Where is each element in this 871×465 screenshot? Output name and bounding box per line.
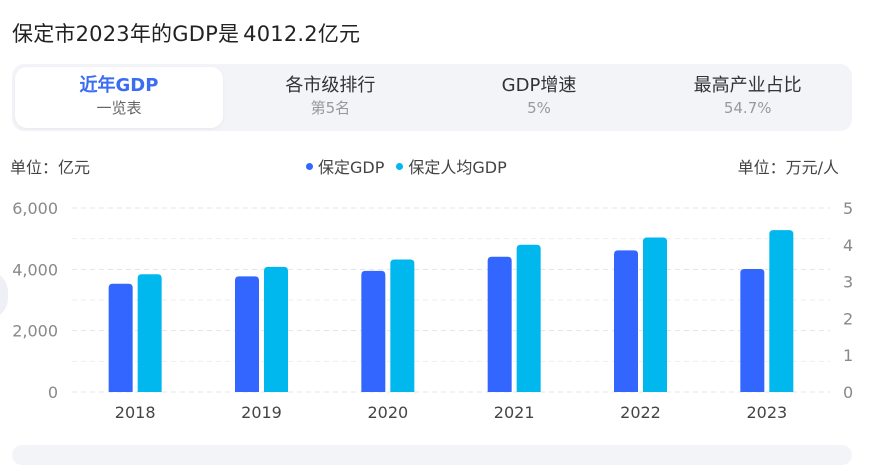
gdp-bar bbox=[361, 270, 386, 392]
left-tick-label: 0 bbox=[48, 383, 58, 402]
right-tick-label: 2 bbox=[843, 309, 853, 328]
legend-dot-icon bbox=[396, 162, 404, 170]
tab-sublabel: 54.7% bbox=[723, 99, 772, 117]
bottom-panel bbox=[12, 445, 852, 465]
tab-label: 各市级排行 bbox=[285, 75, 376, 96]
per-capita-bar bbox=[643, 237, 667, 392]
legend-item-gdp: 保定GDP bbox=[306, 154, 384, 178]
tab-gdp-growth[interactable]: GDP增速 5% bbox=[435, 64, 644, 131]
tab-label: GDP增速 bbox=[501, 75, 577, 96]
tab-recent-gdp[interactable]: 近年GDP 一览表 bbox=[15, 67, 223, 128]
tab-sublabel: 5% bbox=[527, 99, 551, 117]
per-capita-bar bbox=[264, 266, 288, 392]
right-tick-label: 3 bbox=[843, 273, 853, 292]
legend-item-per-capita: 保定人均GDP bbox=[396, 154, 507, 178]
legend-label: 保定人均GDP bbox=[408, 158, 507, 177]
tab-label: 最高产业占比 bbox=[693, 75, 802, 96]
per-capita-bar bbox=[390, 259, 415, 392]
page-title: 保定市2023年的GDP是 4012.2亿元 bbox=[12, 18, 360, 48]
gdp-bar bbox=[235, 276, 259, 392]
x-tick-label: 2018 bbox=[115, 403, 156, 422]
per-capita-bar bbox=[516, 244, 541, 392]
left-tick-label: 6,000 bbox=[12, 199, 58, 218]
x-tick-label: 2021 bbox=[494, 403, 535, 422]
tab-city-ranking[interactable]: 各市级排行 第5名 bbox=[226, 64, 435, 131]
right-tick-label: 0 bbox=[843, 383, 853, 402]
legend-label: 保定GDP bbox=[318, 158, 385, 177]
gdp-bar bbox=[740, 268, 765, 392]
x-tick-label: 2023 bbox=[746, 403, 787, 422]
title-prefix: 保定市2023年的GDP是 bbox=[12, 22, 240, 46]
tab-bar: 近年GDP 一览表 各市级排行 第5名 GDP增速 5% 最高产业占比 54.7… bbox=[12, 64, 852, 131]
gdp-bar bbox=[614, 250, 638, 392]
left-tick-label: 2,000 bbox=[12, 322, 58, 341]
per-capita-bar bbox=[137, 274, 162, 392]
right-tick-label: 1 bbox=[843, 346, 853, 365]
left-axis-unit: 单位：亿元 bbox=[10, 158, 91, 177]
gdp-bar bbox=[108, 283, 133, 392]
tab-sublabel: 第5名 bbox=[310, 99, 351, 117]
edge-shadow bbox=[0, 270, 8, 320]
x-tick-label: 2020 bbox=[367, 403, 408, 422]
chart-legend: 保定GDP 保定人均GDP bbox=[306, 154, 507, 178]
title-value: 4012.2亿元 bbox=[243, 22, 361, 46]
per-capita-bar bbox=[769, 230, 794, 392]
x-tick-label: 2019 bbox=[241, 403, 282, 422]
left-tick-label: 4,000 bbox=[12, 260, 58, 279]
tab-label: 近年GDP bbox=[79, 75, 159, 96]
legend-dot-icon bbox=[306, 162, 313, 170]
tab-top-industry-share[interactable]: 最高产业占比 54.7% bbox=[643, 64, 852, 131]
x-tick-label: 2022 bbox=[620, 403, 661, 422]
gdp-bar bbox=[487, 256, 512, 392]
right-tick-label: 5 bbox=[843, 199, 853, 218]
right-axis-unit: 单位：万元/人 bbox=[737, 158, 839, 177]
tab-sublabel: 一览表 bbox=[96, 99, 142, 117]
right-tick-label: 4 bbox=[843, 236, 853, 255]
